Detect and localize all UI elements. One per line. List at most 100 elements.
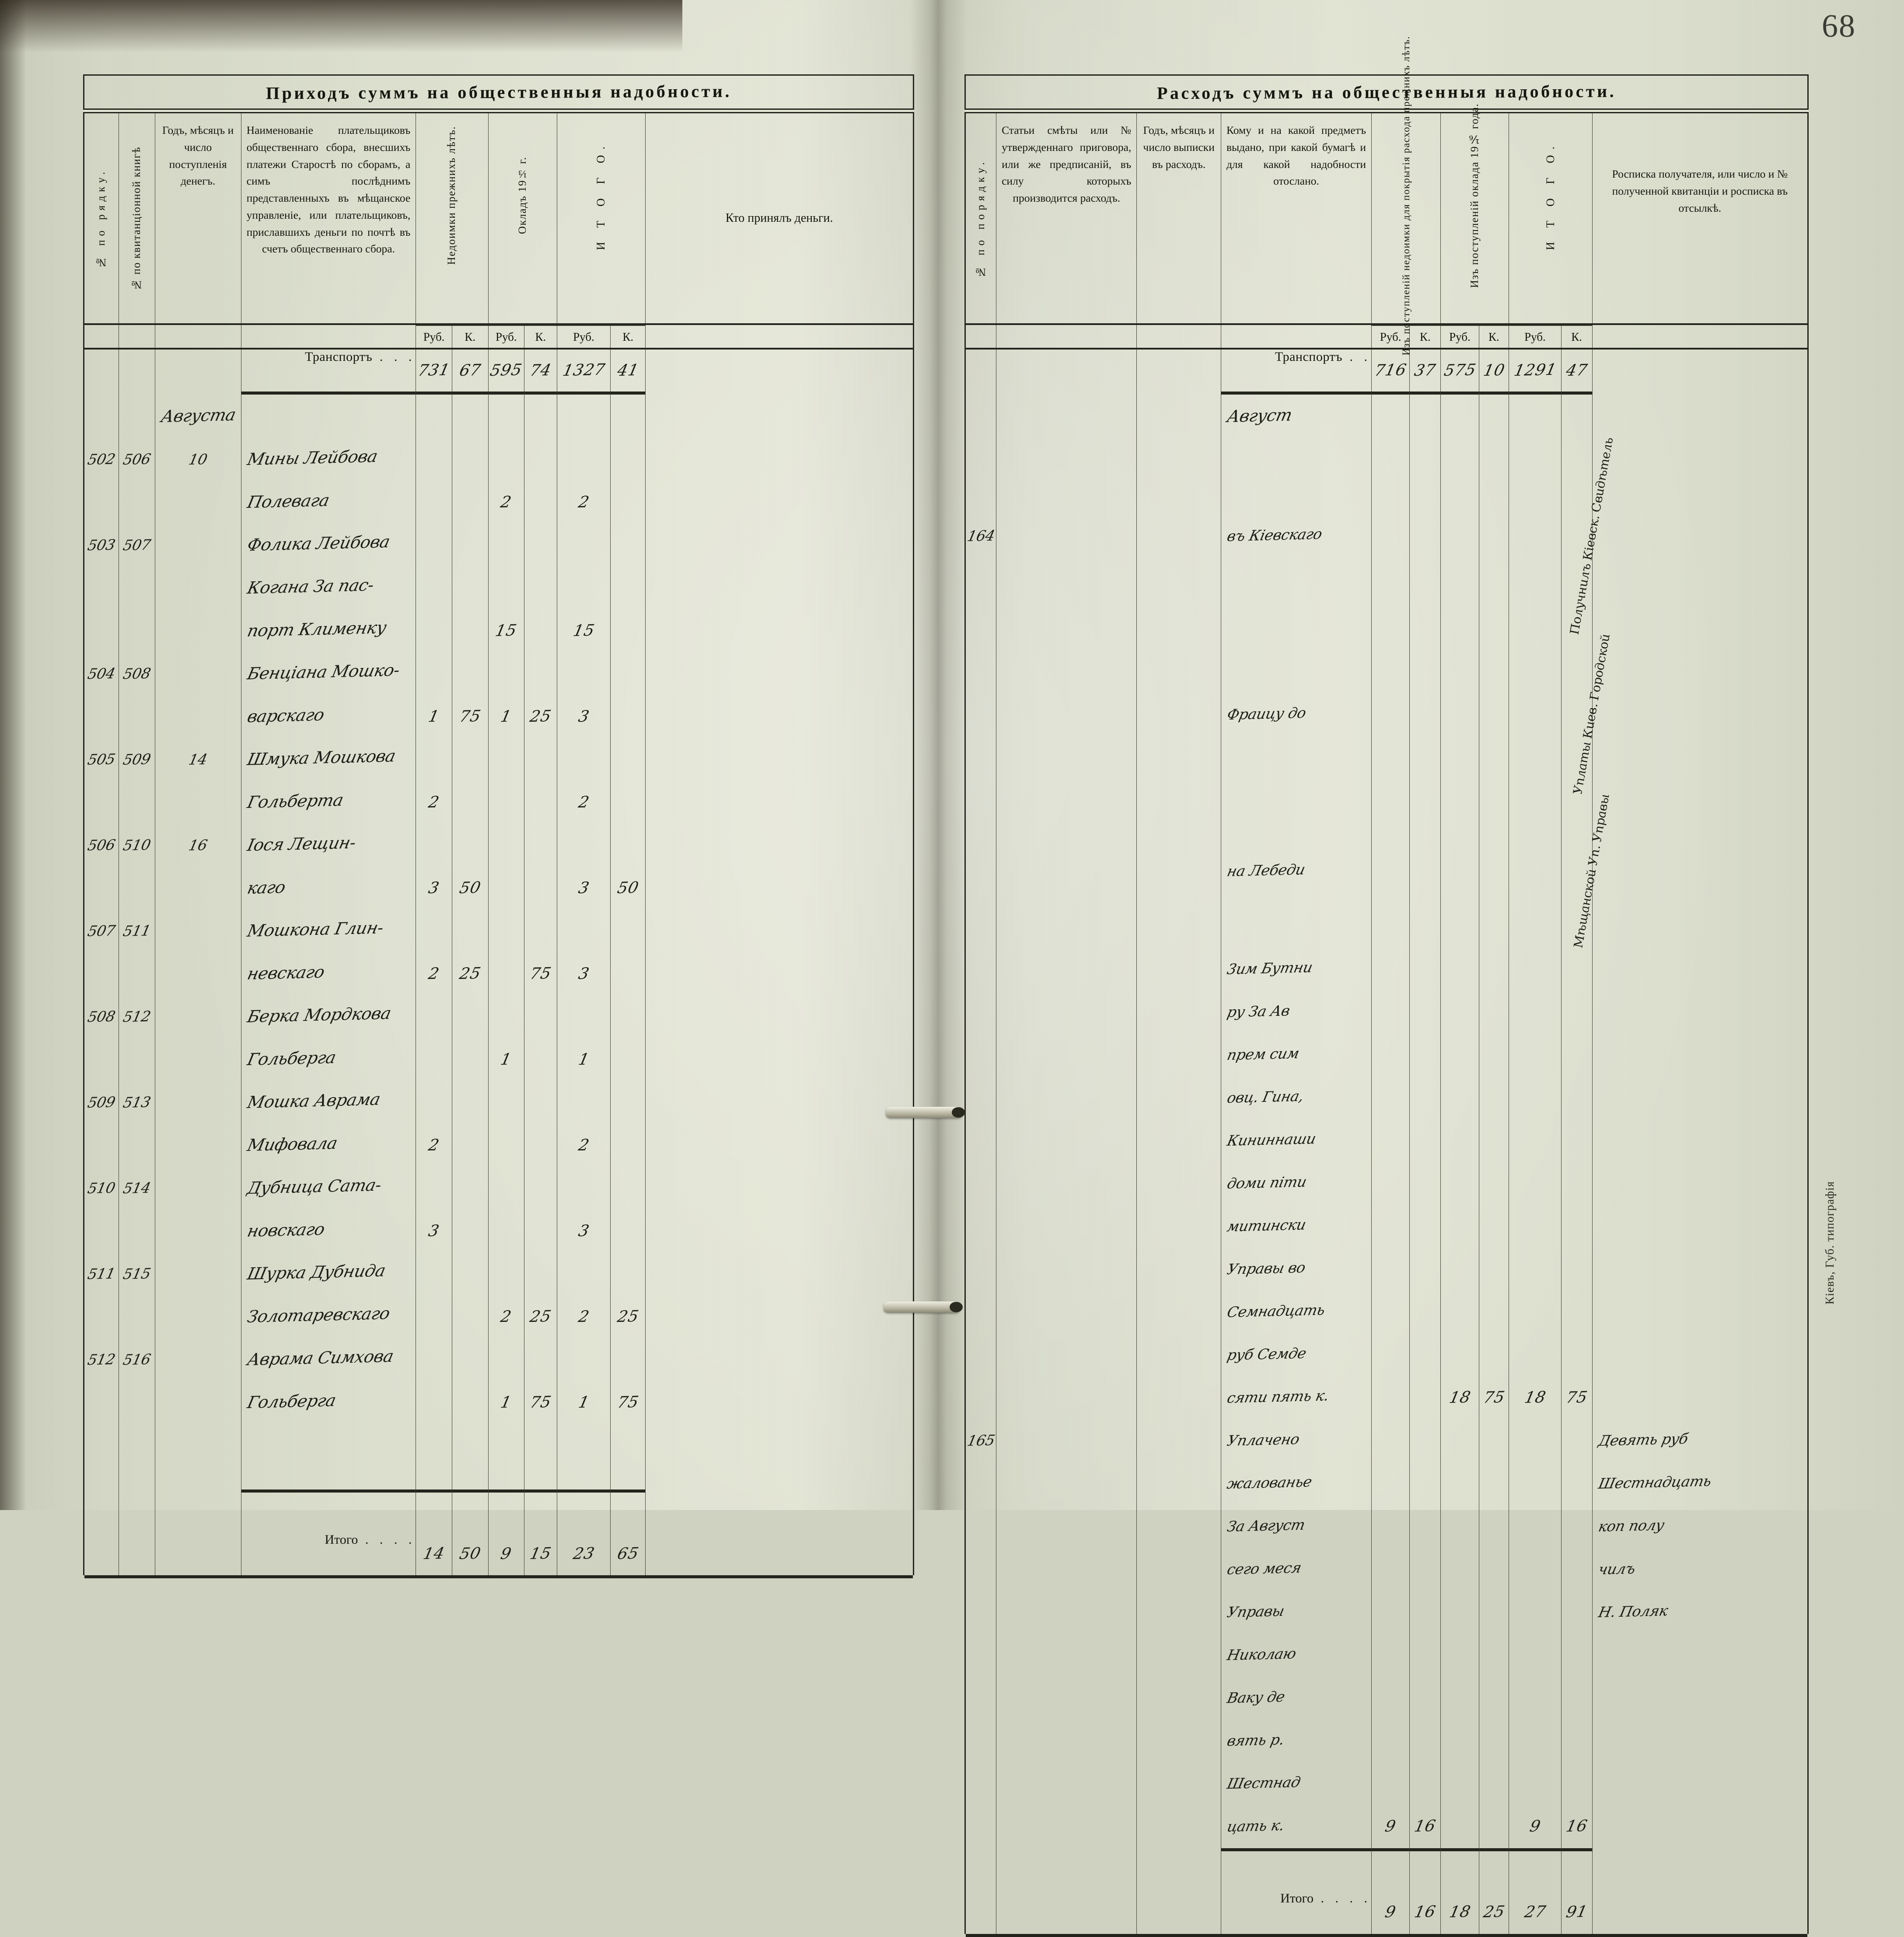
income-month-tk	[610, 395, 646, 438]
expense-total-rub	[1509, 1119, 1562, 1162]
income-payer-line-2: новскаго	[245, 1219, 326, 1241]
expense-article	[996, 1419, 1137, 1462]
income-spacer-3	[154, 324, 241, 350]
income-row-no: 502	[84, 438, 119, 481]
expense-purpose-line: прем сим	[1225, 1045, 1301, 1064]
expense-from-arrears-rub	[1371, 1333, 1410, 1377]
expense-total-rub	[1509, 1633, 1562, 1677]
expense-from-assessment-kop	[1478, 1805, 1509, 1848]
expense-from-arrears-rub	[1371, 794, 1410, 948]
income-transport-arrears-rub: 731	[416, 349, 452, 392]
expense-order-no: 165	[964, 1419, 997, 1462]
expense-rule-c9	[1509, 392, 1562, 395]
expense-total-rub	[1509, 794, 1562, 948]
expense-order-no	[964, 1505, 997, 1548]
expense-purpose: сего меся	[1220, 1548, 1372, 1591]
income-transport-rowno	[84, 349, 119, 392]
income-total-kop	[610, 481, 646, 524]
income-day-cont	[154, 1210, 241, 1252]
expense-table: № по порядку. Статьи смѣты или № утвержд…	[964, 36, 1809, 1934]
income-payer-name-cont: Когана За пас-	[241, 566, 416, 609]
expense-article	[996, 1719, 1137, 1762]
income-payer-line-2: невскаго	[245, 962, 326, 983]
income-receipt-no: 507	[118, 524, 155, 566]
expense-transport-date	[1136, 349, 1221, 392]
expense-article	[996, 1676, 1137, 1720]
income-transport-assess-kop: 74	[524, 349, 557, 392]
income-payer-name: Шурка Дубнида	[241, 1252, 416, 1295]
expense-date	[1136, 1719, 1221, 1762]
expense-order-no	[964, 1719, 997, 1762]
expense-receipt-signature: Шестнадцать	[1592, 1462, 1809, 1505]
income-rule-c6	[451, 392, 489, 395]
expense-th-order-no: № по порядку.	[964, 113, 997, 325]
expense-purpose: овц. Гина,	[1220, 1076, 1372, 1119]
income-receiver-cont	[645, 481, 914, 524]
expense-purpose-line: Николаю	[1225, 1645, 1298, 1664]
income-total-kop-value: 50	[615, 878, 641, 897]
income-bottom-rule	[84, 1575, 913, 1578]
income-total-rub-value: 3	[576, 707, 591, 726]
income-assess-rub	[488, 781, 525, 824]
expense-date	[1136, 1290, 1221, 1334]
income-ar-blank	[416, 652, 452, 695]
income-total-kop	[610, 781, 646, 824]
income-th-assessment-label: Окладъ 19⅓ г.	[516, 157, 528, 234]
expense-total-rub	[1509, 1762, 1562, 1805]
expense-date	[1136, 794, 1221, 948]
expense-from-assessment-kop	[1478, 1248, 1509, 1291]
expense-from-arrears-kop	[1409, 1033, 1441, 1077]
income-arrears-rub: 2	[416, 781, 452, 824]
expense-receipt-signature	[1592, 1248, 1809, 1291]
income-tr-blank	[556, 738, 611, 781]
income-assess-rub: 1	[488, 1038, 525, 1081]
income-transport-receiver	[645, 349, 914, 392]
income-filler-cell	[488, 1424, 525, 1489]
expense-rule-c5	[1371, 392, 1410, 395]
income-sr-blank	[488, 1081, 525, 1124]
expense-from-arrears-kop	[1409, 1333, 1441, 1377]
expense-ledger-page: Расходъ суммъ на общественныя надобности…	[964, 36, 1809, 1937]
expense-rule-c10	[1561, 392, 1593, 395]
expense-from-assessment-rub	[1440, 794, 1479, 948]
income-total-c3	[154, 1532, 241, 1575]
expense-from-arrears-kop	[1409, 1076, 1441, 1119]
income-ar-blank	[416, 824, 452, 867]
expense-total-kop-value: 16	[1564, 1817, 1590, 1836]
income-arrears-rub-value: 2	[426, 1136, 441, 1154]
income-row-no-value: 511	[86, 1265, 117, 1283]
expense-order-no	[964, 1033, 997, 1077]
expense-purpose-line: сяти пять к.	[1225, 1387, 1331, 1407]
income-total-kop: 25	[610, 1295, 646, 1338]
income-th-receiver: Кто принялъ деньги.	[645, 113, 914, 325]
income-payer-name-cont-2: порт Клименку	[241, 609, 416, 652]
income-total-rub: 1	[556, 1381, 611, 1424]
income-sub-assess-rub: Руб.	[488, 324, 525, 350]
income-month-rowno	[84, 395, 119, 438]
expense-date	[1136, 1462, 1221, 1505]
income-payer-name: Мошкона Глин-	[241, 909, 416, 952]
expense-total-rub	[1509, 1290, 1562, 1334]
expense-th-article-label: Статьи смѣты или № утвержденнаго приго­в…	[1002, 124, 1132, 204]
income-ak-blank	[451, 1338, 489, 1381]
expense-purpose-line: Кининнаши	[1225, 1130, 1318, 1150]
expense-transport-sig	[1592, 349, 1809, 392]
income-receipt-no: 515	[118, 1252, 155, 1295]
income-receipt-no: 508	[118, 652, 155, 695]
expense-total-c2	[996, 1891, 1137, 1934]
income-total-arrears-kop: 50	[451, 1532, 489, 1575]
income-receiver-cont	[645, 781, 914, 824]
income-arrears-kop-value: 75	[458, 707, 483, 726]
income-ar-blank	[416, 738, 452, 781]
income-tk-blank	[610, 524, 646, 566]
income-arrears-rub: 2	[416, 1124, 452, 1167]
income-day: 10	[154, 438, 241, 481]
expense-month-sk	[1478, 395, 1509, 438]
income-total-rub-value: 3	[576, 878, 591, 897]
income-arrears-kop	[451, 1038, 489, 1081]
income-assess-rub	[488, 1210, 525, 1252]
income-filler-cell	[451, 1424, 489, 1489]
income-ak-blank	[451, 909, 489, 952]
expense-total-rub	[1509, 948, 1562, 991]
income-payer-name-cont: Мифовала	[241, 1124, 416, 1167]
